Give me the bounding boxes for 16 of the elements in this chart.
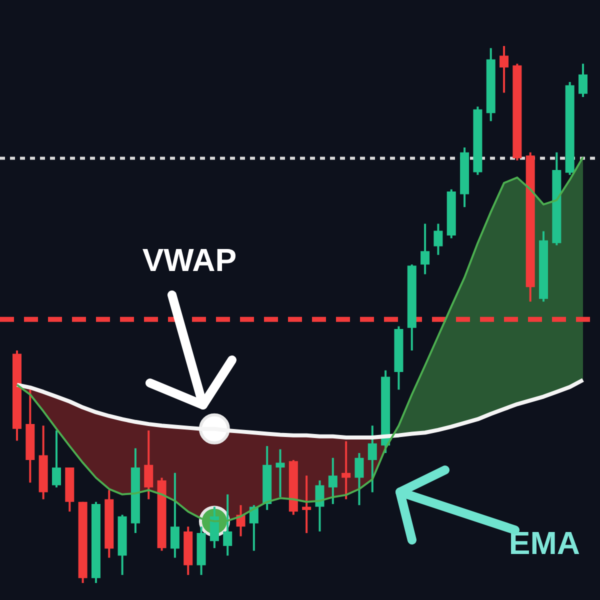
candlestick bbox=[434, 222, 443, 256]
text: VWAP bbox=[142, 242, 237, 278]
candlestick bbox=[302, 474, 312, 534]
text: EMA bbox=[508, 524, 580, 561]
candlestick bbox=[144, 429, 154, 500]
candlestick bbox=[52, 429, 61, 488]
candlestick bbox=[328, 456, 338, 506]
candlestick bbox=[578, 62, 588, 98]
candlestick bbox=[500, 45, 509, 94]
candlestick bbox=[170, 472, 180, 559]
candlestick bbox=[354, 452, 364, 506]
candlestick bbox=[420, 222, 430, 276]
candlestick bbox=[276, 448, 285, 498]
candlestick bbox=[342, 440, 351, 500]
candlestick bbox=[368, 424, 377, 494]
candlestick bbox=[223, 493, 232, 557]
